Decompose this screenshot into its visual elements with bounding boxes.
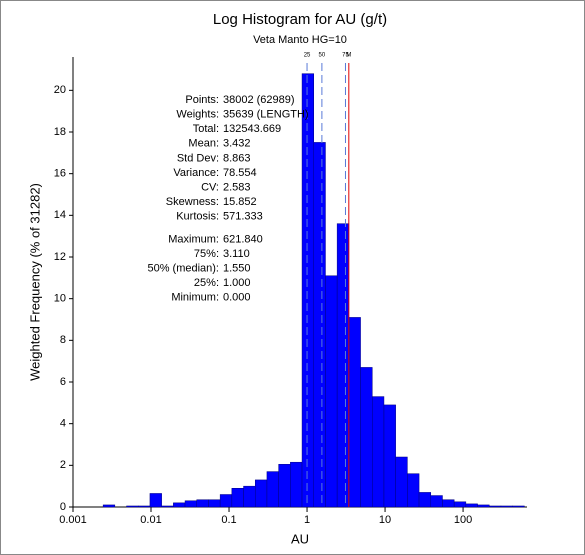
bar	[372, 396, 385, 508]
bar	[512, 505, 525, 508]
x-tick-label: 0.1	[221, 514, 236, 526]
bar	[231, 488, 244, 508]
bar	[407, 473, 420, 508]
bar	[360, 367, 373, 508]
y-tick-label: 12	[54, 251, 66, 263]
stat-value: 621.840	[223, 233, 263, 245]
bar	[348, 317, 361, 508]
stat-label: Points:	[185, 94, 219, 106]
x-tick-label: 10	[379, 514, 391, 526]
bar	[219, 494, 233, 508]
x-tick-label: 1	[304, 514, 310, 526]
bar	[418, 492, 432, 508]
stat-value: 1.550	[223, 263, 251, 275]
stat-label: Maximum:	[168, 233, 219, 245]
bar	[126, 505, 139, 508]
stat-value: 132543.669	[223, 123, 281, 135]
stat-value: 571.333	[223, 211, 263, 223]
bar	[465, 503, 478, 508]
bar	[243, 485, 256, 508]
stat-value: 3.110	[223, 248, 250, 260]
x-axis-label: AU	[291, 531, 309, 546]
bar	[395, 456, 408, 508]
bar	[383, 404, 396, 508]
y-tick-label: 18	[54, 126, 66, 138]
y-tick-label: 16	[54, 168, 66, 180]
bar	[430, 495, 443, 508]
stat-value: 1.000	[223, 277, 251, 289]
stat-label: Weights:	[176, 109, 219, 121]
y-tick-label: 6	[60, 376, 66, 388]
stat-value: 8.863	[223, 152, 251, 164]
y-axis-label: Weighted Frequency (% of 31282)	[27, 183, 42, 381]
bar	[173, 502, 186, 508]
bar	[184, 500, 197, 508]
chart-title: Log Histogram for AU (g/t)	[213, 11, 387, 28]
bar	[313, 142, 326, 508]
x-tick-label: 0.01	[140, 514, 161, 526]
x-tick-label: 0.001	[59, 514, 87, 526]
stat-label: Total:	[193, 123, 219, 135]
stat-value: 3.432	[223, 138, 251, 150]
stat-label: Skewness:	[166, 196, 219, 208]
bar	[137, 505, 151, 508]
marker-label: 25	[304, 53, 311, 59]
y-tick-label: 14	[54, 209, 66, 221]
stat-value: 2.583	[223, 182, 251, 194]
stat-label: Mean:	[188, 138, 219, 150]
bar	[336, 223, 350, 508]
bar	[453, 501, 467, 508]
bar	[149, 493, 162, 508]
y-tick-label: 4	[60, 418, 66, 430]
stat-value: 35639 (LENGTH)	[223, 109, 309, 121]
bar	[442, 499, 455, 508]
bar	[161, 505, 174, 508]
stat-label: 75%:	[194, 248, 219, 260]
bar	[266, 471, 279, 508]
stat-label: CV:	[201, 182, 219, 194]
y-tick-label: 0	[60, 501, 66, 513]
y-tick-label: 20	[54, 84, 66, 96]
bar	[254, 479, 268, 508]
bar	[489, 505, 502, 508]
stat-label: Std Dev:	[177, 152, 219, 164]
bar	[196, 499, 209, 508]
stat-label: Minimum:	[171, 292, 219, 304]
stat-value: 15.852	[223, 196, 257, 208]
bar	[208, 499, 221, 508]
chart-subtitle: Veta Manto HG=10	[253, 34, 347, 46]
bar	[278, 464, 291, 508]
bar	[325, 275, 338, 508]
x-tick-label: 100	[454, 514, 472, 526]
bar	[290, 461, 303, 508]
marker-label: M	[346, 53, 351, 59]
stat-label: Kurtosis:	[176, 211, 219, 223]
marker-label: 75	[342, 53, 349, 59]
bar	[500, 505, 513, 508]
stat-value: 78.554	[223, 167, 257, 179]
stat-value: 38002 (62989)	[223, 94, 295, 106]
bar	[102, 504, 116, 508]
bar	[301, 73, 314, 508]
bar	[477, 504, 490, 508]
stat-label: 50% (median):	[147, 263, 219, 275]
stat-label: 25%:	[194, 277, 219, 289]
y-tick-label: 8	[60, 334, 66, 346]
y-tick-label: 10	[54, 293, 66, 305]
y-tick-label: 2	[60, 459, 66, 471]
marker-label: 50	[319, 53, 326, 59]
stat-value: 0.000	[223, 292, 251, 304]
stat-label: Variance:	[173, 167, 219, 179]
